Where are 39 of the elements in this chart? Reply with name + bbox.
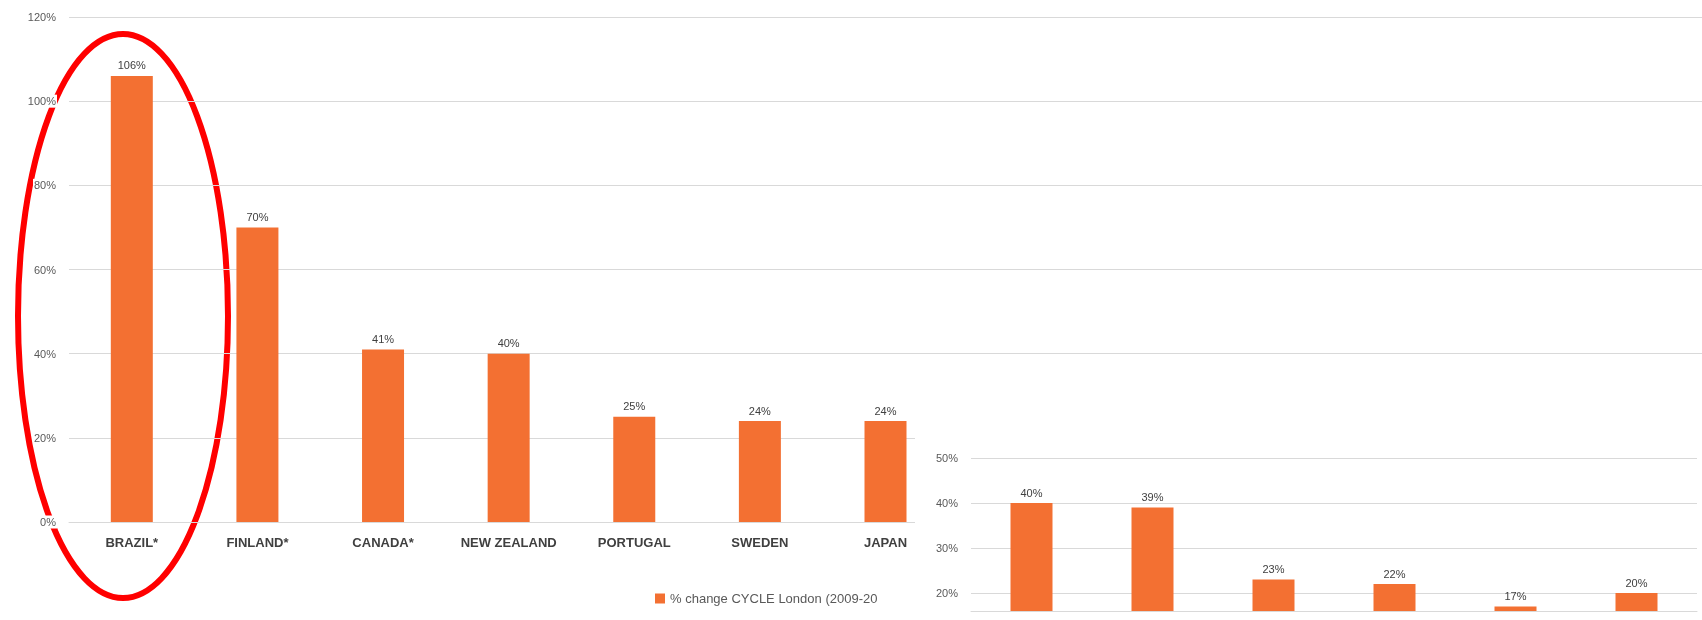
y-tick-label: 120% <box>27 11 57 23</box>
bar <box>613 416 656 522</box>
data-label: 40% <box>1020 486 1043 499</box>
x-tick-label: FINLAND* <box>226 535 290 550</box>
y-tick-label: 50% <box>935 452 959 464</box>
y-tick-label: 0% <box>40 516 57 528</box>
data-label: 40% <box>497 337 520 350</box>
bar <box>738 421 781 522</box>
y-tick-label: 100% <box>27 95 57 108</box>
x-tick-label: JAPAN <box>863 535 908 550</box>
y-tick-label: 30% <box>935 542 959 554</box>
data-label: 106% <box>117 59 147 72</box>
data-label: 17% <box>1504 590 1527 602</box>
x-tick-label: PORTUGAL <box>597 535 671 550</box>
bar <box>110 75 153 522</box>
y-tick-label: 40% <box>33 347 57 360</box>
y-tick-label: 40% <box>935 497 959 509</box>
legend-label: % change CYCLE London (2009-20 <box>670 591 878 606</box>
bar <box>236 227 279 522</box>
data-label: 25% <box>623 400 646 413</box>
y-tick-label: 20% <box>33 431 57 444</box>
y-tick-label: 80% <box>33 179 57 192</box>
x-tick-label: CANADA* <box>352 535 415 550</box>
bar <box>362 349 405 522</box>
data-label: 23% <box>1262 563 1285 575</box>
y-tick-label: 60% <box>33 263 57 276</box>
x-tick-label: NEW ZEALAND <box>460 535 557 550</box>
x-tick-label: BRAZIL* <box>105 535 160 550</box>
y-tick-label: 20% <box>935 587 959 599</box>
data-label: 24% <box>874 404 897 417</box>
data-label: 24% <box>748 404 772 417</box>
x-tick-label: SWEDEN <box>731 535 789 550</box>
data-label: 20% <box>1625 576 1648 589</box>
bar <box>487 353 530 522</box>
data-label: 22% <box>1383 567 1406 580</box>
data-label: 41% <box>372 332 395 345</box>
data-label: 70% <box>246 210 269 223</box>
bar <box>864 421 907 522</box>
data-label: 39% <box>1141 491 1164 503</box>
